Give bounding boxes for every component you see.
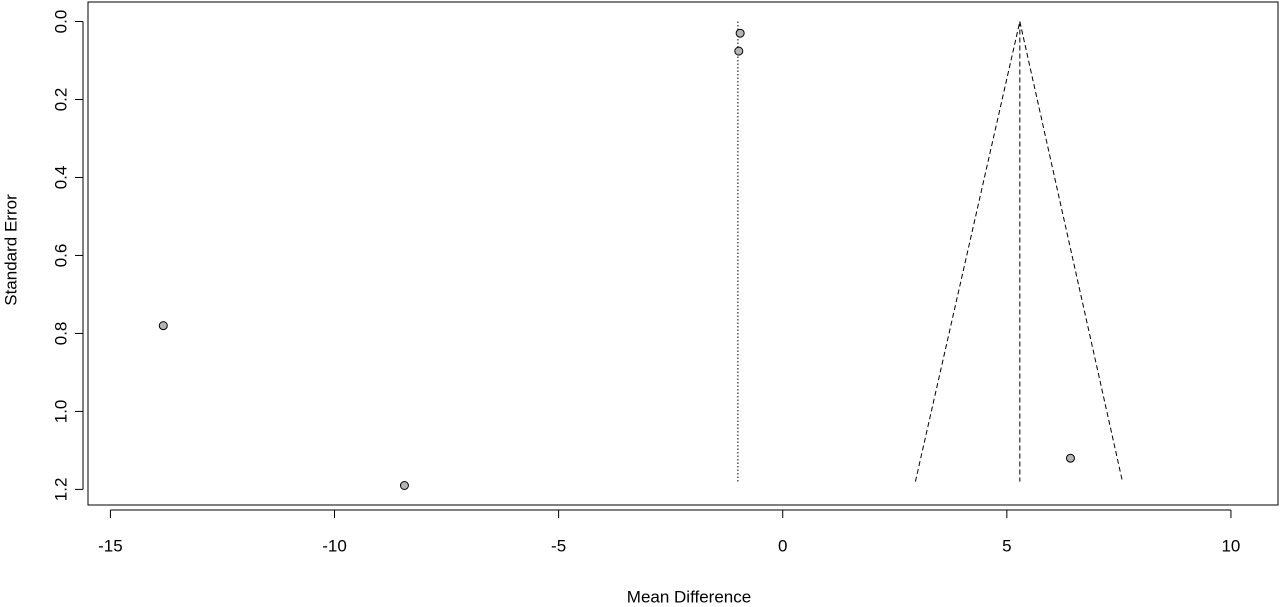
x-tick-label: -5 xyxy=(551,536,566,555)
y-tick-label: 0.8 xyxy=(51,322,70,346)
x-tick-label: 5 xyxy=(1002,536,1011,555)
x-tick-label: 0 xyxy=(778,536,787,555)
study-point xyxy=(735,28,745,38)
x-tick-label: -10 xyxy=(322,536,347,555)
funnel xyxy=(914,21,1123,482)
y-tick-label: 0.4 xyxy=(51,166,70,190)
study-point xyxy=(734,46,744,56)
y-axis-title: Standard Error xyxy=(1,194,20,306)
study-point xyxy=(1065,453,1075,463)
y-tick-label: 0.2 xyxy=(51,88,70,112)
y-tick-label: 0.0 xyxy=(51,10,70,34)
x-axis-title: Mean Difference xyxy=(627,587,751,606)
study-point xyxy=(399,481,409,491)
x-tick-label: 10 xyxy=(1221,536,1240,555)
y-tick-label: 1.2 xyxy=(51,478,70,502)
plot-frame xyxy=(87,1,1279,506)
x-tick-label: -15 xyxy=(98,536,123,555)
y-tick-label: 0.6 xyxy=(51,244,70,268)
study-point xyxy=(158,321,168,331)
y-tick-label: 1.0 xyxy=(51,400,70,424)
